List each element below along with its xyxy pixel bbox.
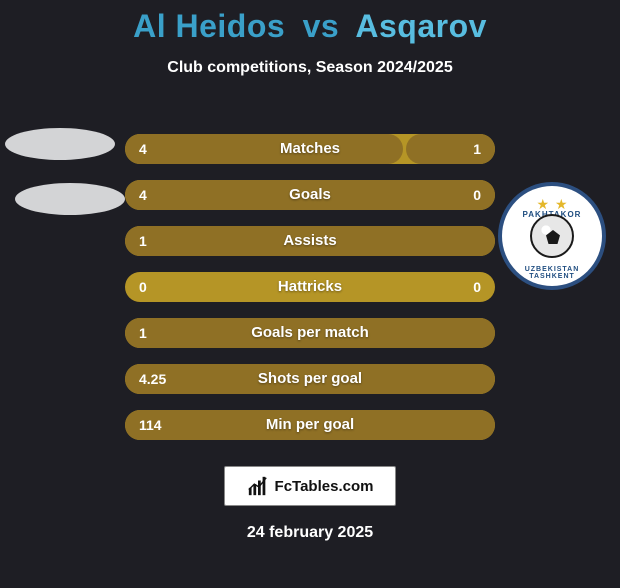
football-icon	[530, 214, 574, 258]
stat-row: 1Assists	[0, 218, 620, 264]
stat-label: Hattricks	[125, 272, 495, 302]
stat-value-right: 0	[473, 272, 481, 302]
stat-row: 0 0Hattricks	[0, 264, 620, 310]
stat-bar-track: 1Assists	[125, 226, 495, 256]
stat-bar-track: 4.25Shots per goal	[125, 364, 495, 394]
stat-bar-track: 0 0Hattricks	[125, 272, 495, 302]
stat-value-left: 114	[139, 410, 162, 440]
stat-row: 4 0Goals	[0, 172, 620, 218]
stat-row: 1Goals per match	[0, 310, 620, 356]
stat-value-right: 1	[473, 134, 481, 164]
stat-bar-track: 1Goals per match	[125, 318, 495, 348]
brand-badge: FcTables.com	[224, 466, 396, 506]
stat-value-left: 4	[139, 134, 147, 164]
stat-value-left: 4	[139, 180, 147, 210]
stat-value-left: 1	[139, 226, 147, 256]
stat-value-left: 1	[139, 318, 147, 348]
star-icon: ★	[555, 196, 568, 213]
date-label: 24 february 2025	[0, 524, 620, 542]
stat-value-right: 0	[473, 180, 481, 210]
stat-bar-track: 4 0Goals	[125, 180, 495, 210]
stat-label: Goals	[125, 180, 495, 210]
stat-label: Shots per goal	[125, 364, 495, 394]
player-2-name: Asqarov	[355, 8, 487, 44]
stats-container: 41Matches40Goals1Assists00Hattricks1Goal…	[0, 126, 620, 448]
stat-bar-track: 4 1Matches	[125, 134, 495, 164]
stat-row: 4.25Shots per goal	[0, 356, 620, 402]
page-title: Al Heidos vs Asqarov	[0, 8, 620, 45]
subtitle: Club competitions, Season 2024/2025	[0, 59, 620, 77]
stat-bar-track: 114Min per goal	[125, 410, 495, 440]
stat-label: Assists	[125, 226, 495, 256]
stat-value-left: 0	[139, 272, 147, 302]
stat-label: Matches	[125, 134, 495, 164]
chart-icon	[247, 475, 269, 497]
title-vs: vs	[303, 8, 340, 44]
player-1-name: Al Heidos	[133, 8, 285, 44]
stat-value-left: 4.25	[139, 364, 166, 394]
brand-text: FcTables.com	[275, 478, 374, 495]
stat-label: Goals per match	[125, 318, 495, 348]
stat-row: 114Min per goal	[0, 402, 620, 448]
stat-row: 4 1Matches	[0, 126, 620, 172]
star-icon: ★	[536, 196, 549, 213]
stat-label: Min per goal	[125, 410, 495, 440]
